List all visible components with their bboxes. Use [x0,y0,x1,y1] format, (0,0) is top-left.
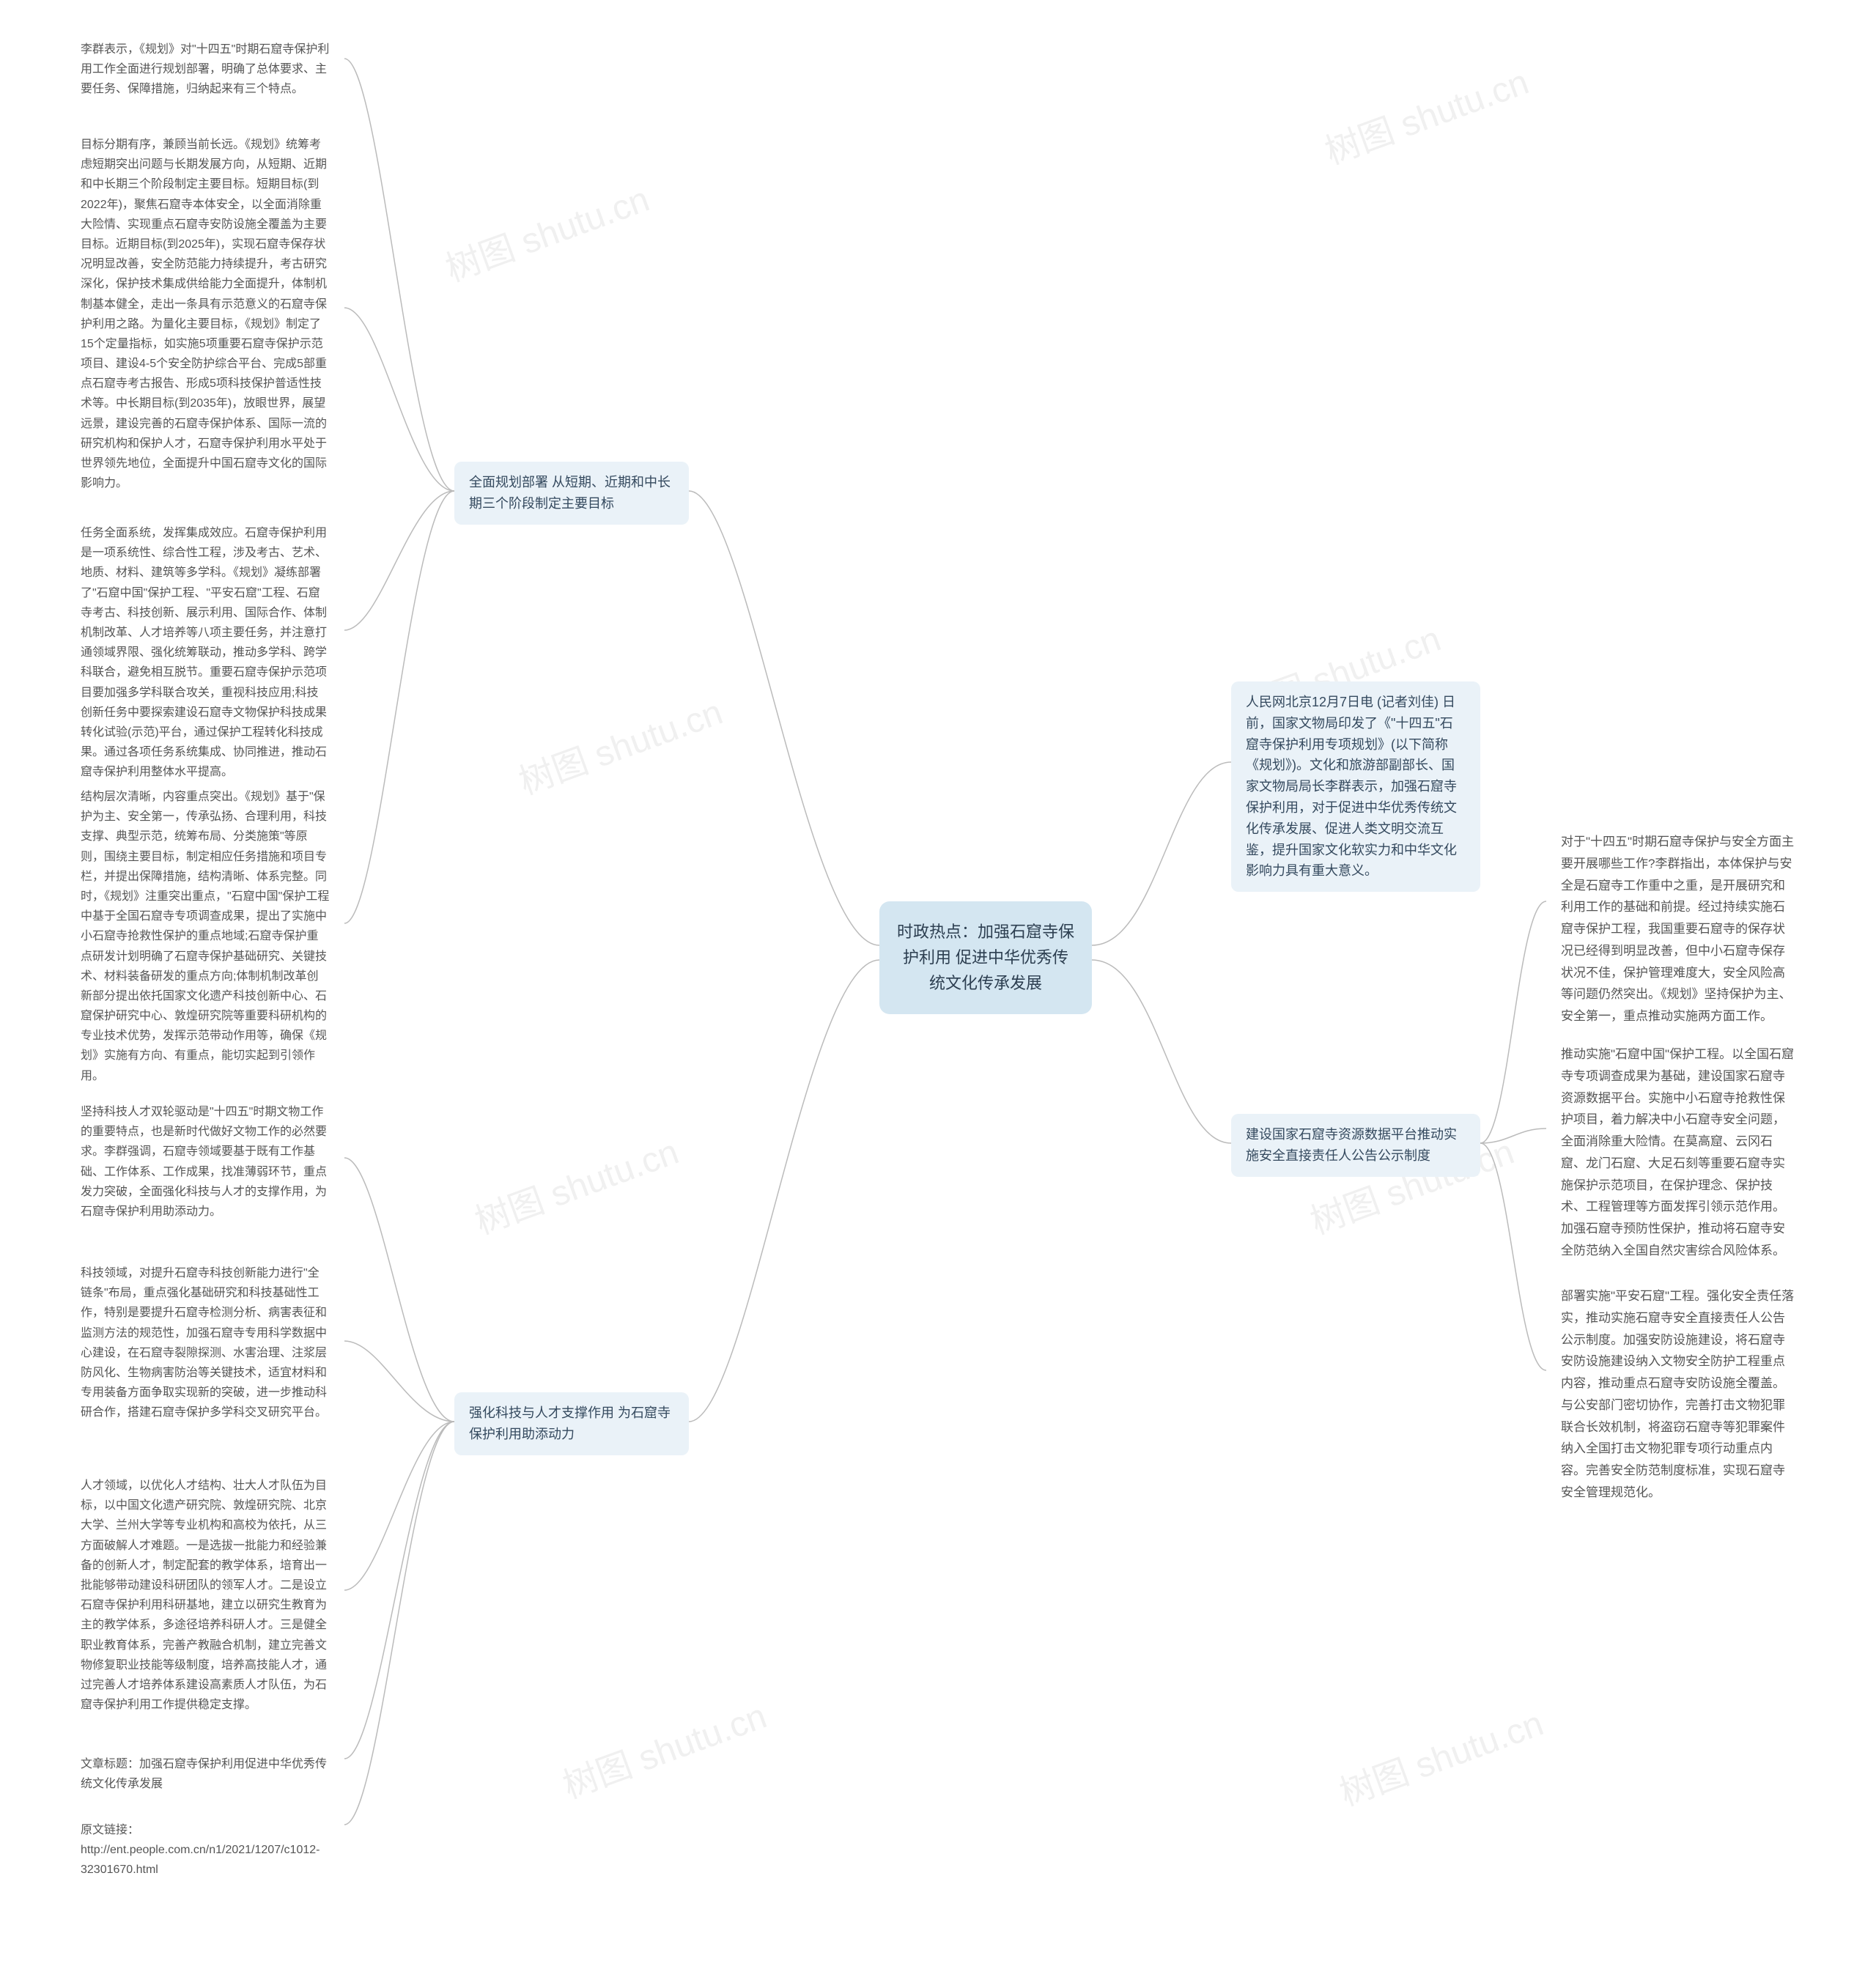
right-leaf: 对于"十四五"时期石窟寺保护与安全方面主要开展哪些工作?李群指出，本体保护与安全… [1546,821,1810,1038]
watermark: 树图 shutu.cn [1332,1694,1549,1815]
right-leaf: 推动实施"石窟中国"保护工程。以全国石窟寺专项调查成果为基础，建设国家石窟寺资源… [1546,1033,1810,1272]
left-leaf: 科技领域，对提升石窟寺科技创新能力进行"全链条"布局，重点强化基础研究和科技基础… [66,1253,344,1433]
left-branch-tech-talent: 强化科技与人才支撑作用 为石窟寺保护利用助添动力 [454,1392,689,1455]
left-leaf: 人才领域，以优化人才结构、壮大人才队伍为目标，以中国文化遗产研究院、敦煌研究院、… [66,1466,344,1725]
left-leaf: 目标分期有序，兼顾当前长远。《规划》统筹考虑短期突出问题与长期发展方向，从短期、… [66,125,344,503]
watermark: 树图 shutu.cn [467,1123,684,1244]
center-node: 时政热点：加强石窟寺保护利用 促进中华优秀传统文化传承发展 [879,901,1092,1014]
watermark: 树图 shutu.cn [555,1687,772,1808]
left-leaf: 任务全面系统，发挥集成效应。石窟寺保护利用是一项系统性、综合性工程，涉及考古、艺… [66,513,344,792]
left-leaf: 李群表示，《规划》对"十四五"时期石窟寺保护利用工作全面进行规划部署，明确了总体… [66,29,344,110]
left-leaf-article-title: 文章标题：加强石窟寺保护利用促进中华优秀传统文化传承发展 [66,1744,344,1804]
left-leaf: 结构层次清晰，内容重点突出。《规划》基于"保护为主、安全第一，传承弘扬、合理利用… [66,777,344,1096]
watermark: 树图 shutu.cn [511,683,728,804]
right-branch-platform: 建设国家石窟寺资源数据平台推动实施安全直接责任人公告公示制度 [1231,1114,1480,1177]
left-leaf: 坚持科技人才双轮驱动是"十四五"时期文物工作的重要特点，也是新时代做好文物工作的… [66,1092,344,1232]
left-leaf-source-link: 原文链接：http://ent.people.com.cn/n1/2021/12… [66,1810,344,1891]
right-branch-intro: 人民网北京12月7日电 (记者刘佳) 日前，国家文物局印发了《"十四五"石窟寺保… [1231,681,1480,892]
watermark: 树图 shutu.cn [1317,53,1535,174]
left-branch-planning: 全面规划部署 从短期、近期和中长期三个阶段制定主要目标 [454,462,689,525]
watermark: 树图 shutu.cn [437,170,655,291]
right-leaf: 部署实施"平安石窟"工程。强化安全责任落实，推动实施石窟寺安全直接责任人公告公示… [1546,1275,1810,1514]
